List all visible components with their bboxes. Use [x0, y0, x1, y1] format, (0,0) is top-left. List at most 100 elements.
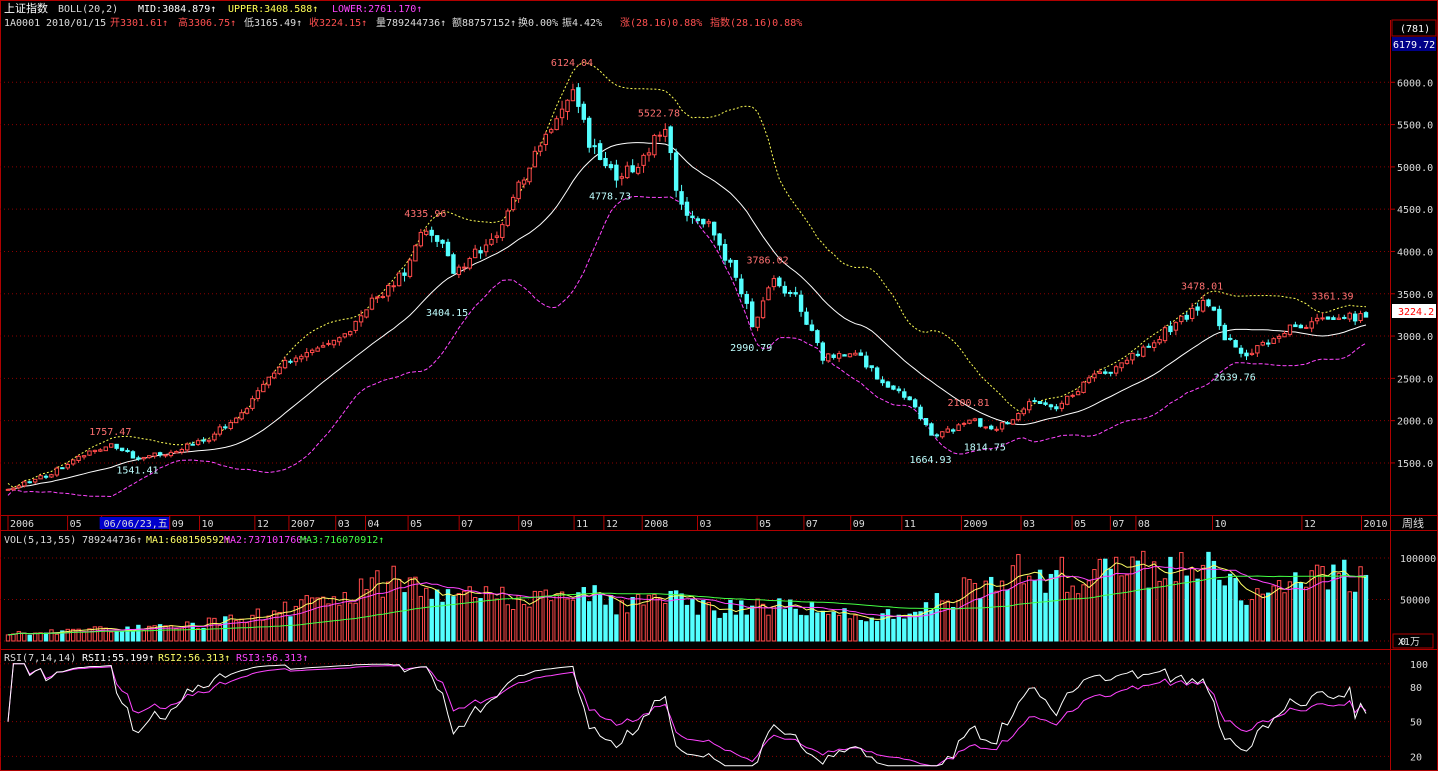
candle-body	[266, 376, 271, 386]
candle-body	[293, 357, 299, 363]
vol-bar	[1255, 588, 1260, 642]
candle-body	[81, 455, 87, 458]
candle-body	[1081, 381, 1086, 393]
vol-bar	[782, 609, 787, 642]
candle-body	[195, 440, 201, 445]
candle-body	[1217, 308, 1222, 327]
date-tick-label: 05	[410, 519, 422, 530]
vol-bar	[369, 577, 375, 642]
price-annotation: 1664.93	[909, 455, 951, 466]
candle-body	[331, 339, 337, 346]
candle-body	[1342, 316, 1347, 319]
candle-body	[103, 446, 108, 452]
candle-body	[1222, 324, 1227, 341]
candle-body	[478, 250, 483, 254]
candle-body	[348, 331, 353, 336]
candle-body	[744, 294, 749, 304]
vol-bar	[538, 591, 543, 642]
date-tick-label: 05	[70, 519, 82, 530]
boll-mid-line	[7, 142, 1367, 490]
vol-bar	[1070, 585, 1075, 642]
candle-body	[994, 428, 999, 431]
vol-bar	[358, 578, 364, 642]
vol-ma3: MA3:716070912↑	[300, 535, 384, 546]
vol-bar	[326, 603, 331, 642]
candle-body	[934, 434, 940, 437]
candle-body	[1043, 402, 1048, 405]
candle-body	[168, 451, 174, 457]
vol-bar	[657, 597, 663, 642]
candle-body	[483, 244, 489, 253]
vol-bar	[462, 590, 467, 642]
candle-body	[369, 297, 375, 310]
candle-body	[788, 291, 793, 294]
vol-bar	[1233, 578, 1238, 642]
candle-body	[950, 429, 956, 432]
vol-tick-label: 50000	[1400, 595, 1430, 606]
candle-body	[668, 126, 673, 154]
vol-bar	[1146, 587, 1151, 642]
index-title: 上证指数	[4, 1, 48, 15]
candle-body	[635, 166, 641, 174]
info-open: 开3301.61↑	[110, 18, 168, 29]
candle-body	[1200, 299, 1206, 312]
vol-bar	[1342, 559, 1347, 642]
candle-body	[1255, 345, 1260, 354]
vol-bar	[277, 611, 282, 642]
date-tick-label: 12	[606, 519, 618, 530]
candle-body	[766, 287, 771, 301]
vol-bar	[603, 604, 608, 642]
price-tick-label: 2500.0	[1397, 374, 1433, 385]
vol-bar	[16, 631, 22, 642]
candle-body	[407, 259, 413, 277]
vol-bar	[380, 596, 386, 642]
vol-bar	[38, 632, 43, 642]
candle-body	[494, 235, 500, 238]
candle-body	[1173, 322, 1179, 331]
candle-body	[179, 448, 185, 453]
vol-bar	[766, 614, 771, 642]
vol-bar	[1027, 575, 1032, 642]
candle-body	[429, 229, 434, 236]
vol-bar	[1271, 585, 1276, 642]
vol-bar	[1016, 554, 1021, 642]
candle-body	[22, 481, 27, 487]
date-tick-label: 10	[202, 519, 214, 530]
vol-bar	[250, 614, 255, 642]
candle-body	[1005, 422, 1010, 425]
price-tick-label: 4000.0	[1397, 247, 1433, 258]
vol-bar	[793, 608, 798, 642]
candle-body	[136, 457, 141, 460]
vol-bar	[923, 602, 929, 642]
vol-bar	[1043, 592, 1048, 642]
candle-body	[869, 365, 874, 369]
candle-body	[1092, 373, 1097, 379]
vol-bar	[804, 615, 809, 642]
candle-body	[1179, 315, 1184, 323]
candle-body	[1032, 400, 1037, 403]
candle-body	[1124, 359, 1130, 364]
vol-bar	[1217, 579, 1222, 642]
candle-body	[391, 285, 396, 288]
vol-bar	[1065, 591, 1070, 642]
vol-ma2: MA2:737101760↑	[224, 535, 308, 546]
vol-bar	[880, 613, 885, 642]
candle-body	[299, 355, 304, 360]
vol-bar	[1228, 573, 1233, 642]
vol-bar	[109, 631, 114, 642]
count-box-text: (781)	[1400, 24, 1430, 35]
candle-body	[163, 454, 168, 457]
candle-body	[413, 245, 418, 262]
candle-body	[1135, 353, 1141, 356]
vol-bar	[1151, 561, 1157, 642]
count-box	[1391, 19, 1437, 37]
vol-bar	[918, 611, 923, 642]
price-axis: 1500.0 2000.0 2500.0 3000.0 3500.0 4000.0 4500…	[1390, 78, 1433, 470]
vol-bar	[391, 565, 396, 642]
candle-body	[1037, 401, 1043, 405]
vol-bar	[978, 598, 983, 642]
vol-bar	[690, 598, 695, 642]
candle-body	[434, 235, 440, 242]
vol-bar	[5, 634, 11, 642]
